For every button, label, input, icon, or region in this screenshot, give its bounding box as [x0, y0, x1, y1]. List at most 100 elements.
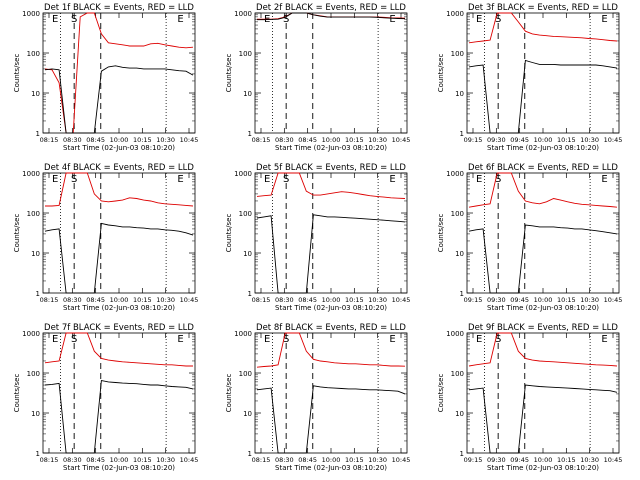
region-marker: S	[495, 174, 501, 185]
x-axis-label: Start Time (02-Jun-03 08:10:20)	[63, 144, 175, 152]
chart-panel-4: Det 4f BLACK = Events, RED = LLD 1 10 100 10…	[13, 163, 198, 312]
x-axis-label: Start Time (02-Jun-03 08:10:20)	[63, 464, 175, 472]
region-marker: E	[177, 174, 183, 185]
x-tick-label: 08:45	[86, 136, 105, 144]
y-axis-label: Counts/sec	[225, 54, 233, 93]
series-lld-line	[256, 332, 406, 368]
series-events-line	[468, 224, 618, 294]
series-events-line	[257, 12, 406, 21]
chart-panel-3: Det 3f BLACK = Events, RED = LLD 1 10 100 10…	[437, 3, 622, 152]
y-axis-label: Counts/sec	[437, 54, 445, 93]
series-events-line	[468, 384, 618, 454]
series-events-line	[256, 385, 406, 454]
x-tick-label: 08:15	[252, 136, 271, 144]
region-marker: E	[389, 334, 395, 345]
plot-frame	[254, 12, 408, 134]
chart-title: Det 8f BLACK = Events, RED = LLD	[256, 323, 406, 333]
plot-frame	[42, 172, 196, 294]
x-tick-label: 10:00	[322, 296, 341, 304]
x-tick-label: 10:45	[604, 296, 623, 304]
x-tick-label: 10:30	[368, 456, 387, 464]
y-tick-label: 10	[243, 250, 252, 258]
y-tick-label: 1	[460, 290, 464, 298]
x-tick-label: 10:45	[392, 456, 411, 464]
x-tick-label: 09:15	[464, 136, 483, 144]
x-tick-label: 09:45	[510, 296, 529, 304]
y-tick-label: 1000	[234, 10, 252, 18]
y-tick-label: 10	[31, 410, 40, 418]
chart-title: Det 6f BLACK = Events, RED = LLD	[468, 163, 618, 173]
plot-frame	[254, 172, 408, 294]
x-tick-label: 10:15	[133, 296, 152, 304]
y-tick-label: 1	[248, 290, 252, 298]
series-lld-line	[468, 332, 618, 367]
x-tick-label: 10:00	[322, 456, 341, 464]
x-tick-label: 10:45	[180, 456, 199, 464]
series-lld-line	[468, 172, 618, 208]
y-tick-label: 1000	[22, 330, 40, 338]
y-tick-label: 10	[455, 90, 464, 98]
y-tick-label: 1000	[234, 330, 252, 338]
x-tick-label: 09:30	[487, 136, 506, 144]
plot-frame	[466, 172, 620, 294]
x-tick-label: 08:45	[298, 296, 317, 304]
y-tick-label: 1	[248, 130, 252, 138]
x-axis-label: Start Time (02-Jun-03 08:10:20)	[275, 464, 387, 472]
chart-title: Det 1f BLACK = Events, RED = LLD	[44, 3, 194, 13]
y-tick-label: 10	[455, 250, 464, 258]
y-tick-label: 10	[31, 90, 40, 98]
region-marker: E	[177, 14, 183, 25]
x-tick-label: 10:00	[322, 136, 341, 144]
x-tick-label: 10:45	[392, 136, 411, 144]
region-marker: S	[71, 174, 77, 185]
x-tick-label: 10:45	[180, 136, 199, 144]
region-marker: E	[177, 334, 183, 345]
x-tick-label: 08:15	[40, 136, 59, 144]
y-tick-label: 100	[239, 50, 252, 58]
y-tick-label: 1000	[446, 170, 464, 178]
x-tick-label: 10:30	[368, 136, 387, 144]
x-tick-label: 08:30	[275, 456, 294, 464]
chart-panel-6: Det 6f BLACK = Events, RED = LLD 1 10 100 10…	[437, 163, 622, 312]
y-tick-label: 1	[248, 450, 252, 458]
y-axis-label: Counts/sec	[437, 374, 445, 413]
x-tick-label: 10:00	[110, 136, 129, 144]
x-tick-label: 10:30	[156, 456, 175, 464]
y-tick-label: 100	[239, 370, 252, 378]
region-marker: E	[389, 14, 395, 25]
x-tick-label: 08:30	[63, 456, 82, 464]
region-marker: E	[601, 174, 607, 185]
x-tick-label: 10:30	[156, 136, 175, 144]
region-marker: E	[601, 334, 607, 345]
x-tick-label: 08:45	[298, 136, 317, 144]
region-marker: S	[283, 174, 289, 185]
y-tick-label: 10	[243, 410, 252, 418]
chart-panel-9: Det 9f BLACK = Events, RED = LLD 1 10 100 10…	[437, 323, 622, 472]
y-tick-label: 1	[36, 130, 40, 138]
x-tick-label: 08:45	[298, 456, 317, 464]
x-tick-label: 08:30	[275, 296, 294, 304]
x-tick-label: 10:30	[368, 296, 387, 304]
y-axis-label: Counts/sec	[13, 374, 21, 413]
x-axis-label: Start Time (02-Jun-03 08:10:20)	[487, 144, 599, 152]
y-tick-label: 100	[27, 50, 40, 58]
chart-title: Det 9f BLACK = Events, RED = LLD	[468, 323, 618, 333]
y-tick-label: 100	[451, 370, 464, 378]
y-tick-label: 1	[460, 450, 464, 458]
x-tick-label: 09:30	[487, 296, 506, 304]
y-tick-label: 1	[36, 290, 40, 298]
chart-panel-5: Det 5f BLACK = Events, RED = LLD 1 10 100 10…	[225, 163, 410, 312]
y-tick-label: 1	[460, 130, 464, 138]
x-tick-label: 10:15	[345, 296, 364, 304]
x-tick-label: 10:00	[534, 136, 553, 144]
region-marker: E	[52, 334, 58, 345]
chart-panel-2: Det 2f BLACK = Events, RED = LLD 1 10 100 10…	[225, 3, 410, 152]
series-lld-line	[256, 172, 406, 199]
y-tick-label: 1	[36, 450, 40, 458]
series-events-line	[256, 214, 406, 294]
plot-frame	[254, 332, 408, 454]
y-axis-label: Counts/sec	[13, 54, 21, 93]
y-tick-label: 10	[455, 410, 464, 418]
x-tick-label: 08:30	[63, 296, 82, 304]
plot-frame	[466, 332, 620, 454]
